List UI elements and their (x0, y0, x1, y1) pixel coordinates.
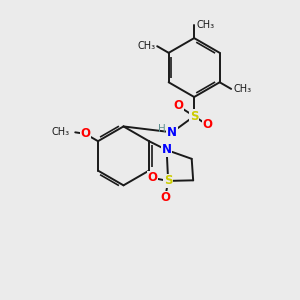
Text: N: N (167, 126, 177, 139)
Text: S: S (190, 110, 198, 123)
Text: CH₃: CH₃ (196, 20, 214, 30)
Text: O: O (160, 191, 170, 205)
Text: CH₃: CH₃ (137, 41, 155, 51)
Text: O: O (148, 172, 158, 184)
Text: O: O (202, 118, 212, 131)
Text: CH₃: CH₃ (233, 84, 251, 94)
Text: CH₃: CH₃ (52, 127, 70, 137)
Text: N: N (162, 143, 172, 157)
Text: H: H (158, 124, 166, 134)
Text: O: O (80, 127, 90, 140)
Text: S: S (164, 174, 172, 188)
Text: O: O (173, 99, 183, 112)
